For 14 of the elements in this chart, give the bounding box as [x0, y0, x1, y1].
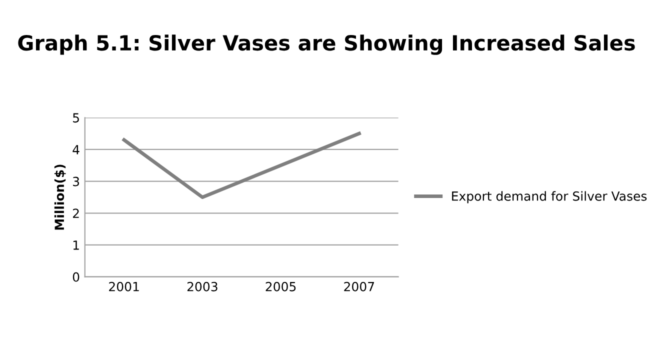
y-tick-label: 0: [72, 272, 80, 282]
y-tick-label: 5: [73, 113, 79, 123]
chart-title: Graph 5.1: Silver Vases are Showing Increased Sales: [18, 34, 635, 55]
line-series: [122, 132, 361, 199]
x-tick-label: 2003: [187, 282, 218, 292]
x-tick-label: 2005: [266, 282, 296, 292]
y-tick-label: 4: [72, 145, 80, 154]
legend-label: Export demand for Silver Vases: [452, 191, 647, 204]
x-tick-label: 2007: [344, 282, 374, 292]
x-tick-label: 2001: [109, 282, 139, 292]
y-tick-label: 3: [73, 176, 80, 186]
y-tick-label: 1: [73, 240, 79, 250]
y-axis-title: Million($): [54, 164, 66, 230]
y-tick-label: 2: [72, 208, 79, 218]
